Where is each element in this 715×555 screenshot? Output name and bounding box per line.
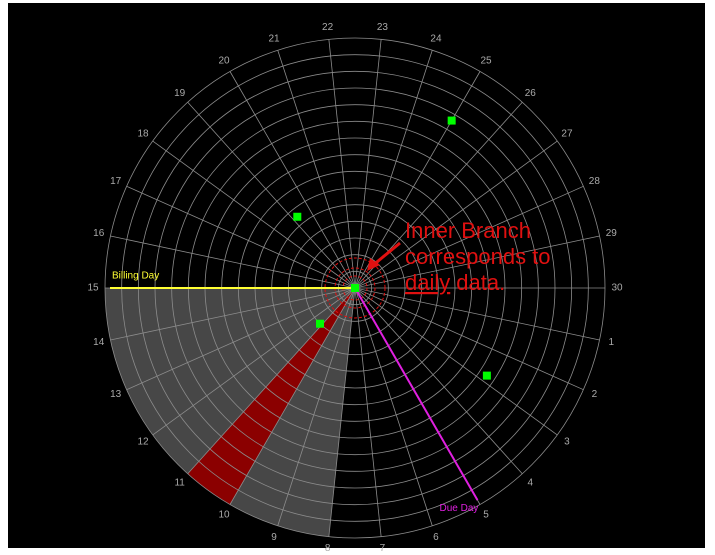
spoke	[354, 235, 600, 289]
angle-label: 23	[377, 22, 389, 33]
angle-label: 11	[174, 477, 185, 488]
data-point	[447, 116, 456, 125]
angle-label: 17	[110, 176, 122, 187]
annotation-arrow	[371, 241, 401, 268]
angle-label: 3	[564, 437, 570, 448]
spoke	[126, 287, 356, 391]
spoke	[187, 287, 356, 475]
data-point	[293, 212, 302, 221]
spoke	[354, 50, 433, 289]
annotation-text: corresponds to	[405, 244, 551, 269]
spoke	[229, 287, 356, 505]
angle-label: 25	[480, 56, 492, 67]
angle-label: 26	[525, 88, 537, 99]
angle-label: 15	[87, 283, 99, 294]
spoke	[328, 39, 356, 289]
angle-label: 4	[528, 477, 534, 488]
day-line-label: Billing Day	[112, 271, 159, 282]
spoke	[152, 287, 356, 436]
angle-label: 29	[606, 228, 618, 239]
angle-label: 24	[430, 33, 442, 44]
angle-label: 1	[608, 337, 614, 348]
spoke	[354, 287, 382, 537]
spoke	[354, 140, 558, 289]
spoke	[277, 50, 356, 289]
spoke	[126, 185, 356, 289]
angle-label: 5	[483, 510, 489, 521]
angle-label: 22	[322, 22, 334, 33]
spoke	[354, 287, 523, 475]
annotation-underlined: daily	[405, 270, 450, 295]
shaded-sector	[105, 288, 355, 537]
annotation-arrowhead	[367, 258, 380, 271]
angle-label: 19	[174, 88, 186, 99]
annotation-text: Inner Branch	[405, 218, 531, 243]
spoke	[354, 287, 433, 526]
angle-label: 28	[589, 176, 601, 187]
highlight-sector	[187, 288, 355, 505]
spoke	[187, 101, 356, 289]
annotation-text: daily data.	[405, 270, 505, 295]
spoke	[354, 71, 481, 289]
spoke	[354, 287, 558, 436]
spoke	[152, 140, 356, 289]
angle-label: 16	[93, 228, 105, 239]
data-point	[482, 371, 491, 380]
spoke	[354, 287, 600, 341]
spoke	[354, 287, 584, 391]
data-point	[316, 319, 325, 328]
angle-label: 8	[325, 543, 331, 554]
inner-branch-ring	[324, 257, 386, 319]
angle-label: 12	[137, 437, 149, 448]
spoke	[110, 235, 356, 289]
spoke	[110, 287, 356, 341]
spoke	[354, 185, 584, 289]
angle-label: 20	[218, 56, 230, 67]
day-line	[354, 287, 479, 501]
angle-label: 21	[268, 33, 280, 44]
angle-label: 9	[271, 532, 277, 543]
spoke	[277, 287, 356, 526]
angle-label: 10	[218, 510, 230, 521]
annotation-tail: data.	[456, 270, 505, 295]
day-line-label: Due Day	[440, 503, 479, 514]
angle-label: 30	[611, 283, 623, 294]
spoke	[229, 71, 356, 289]
angle-label: 6	[433, 532, 439, 543]
angle-label: 27	[561, 129, 573, 140]
angle-label: 13	[110, 389, 122, 400]
angle-label: 18	[137, 129, 149, 140]
data-point	[351, 284, 359, 292]
angle-label: 2	[592, 389, 598, 400]
angle-label: 7	[380, 543, 386, 554]
spoke	[354, 39, 382, 289]
spoke	[328, 287, 356, 537]
angle-label: 14	[93, 337, 105, 348]
